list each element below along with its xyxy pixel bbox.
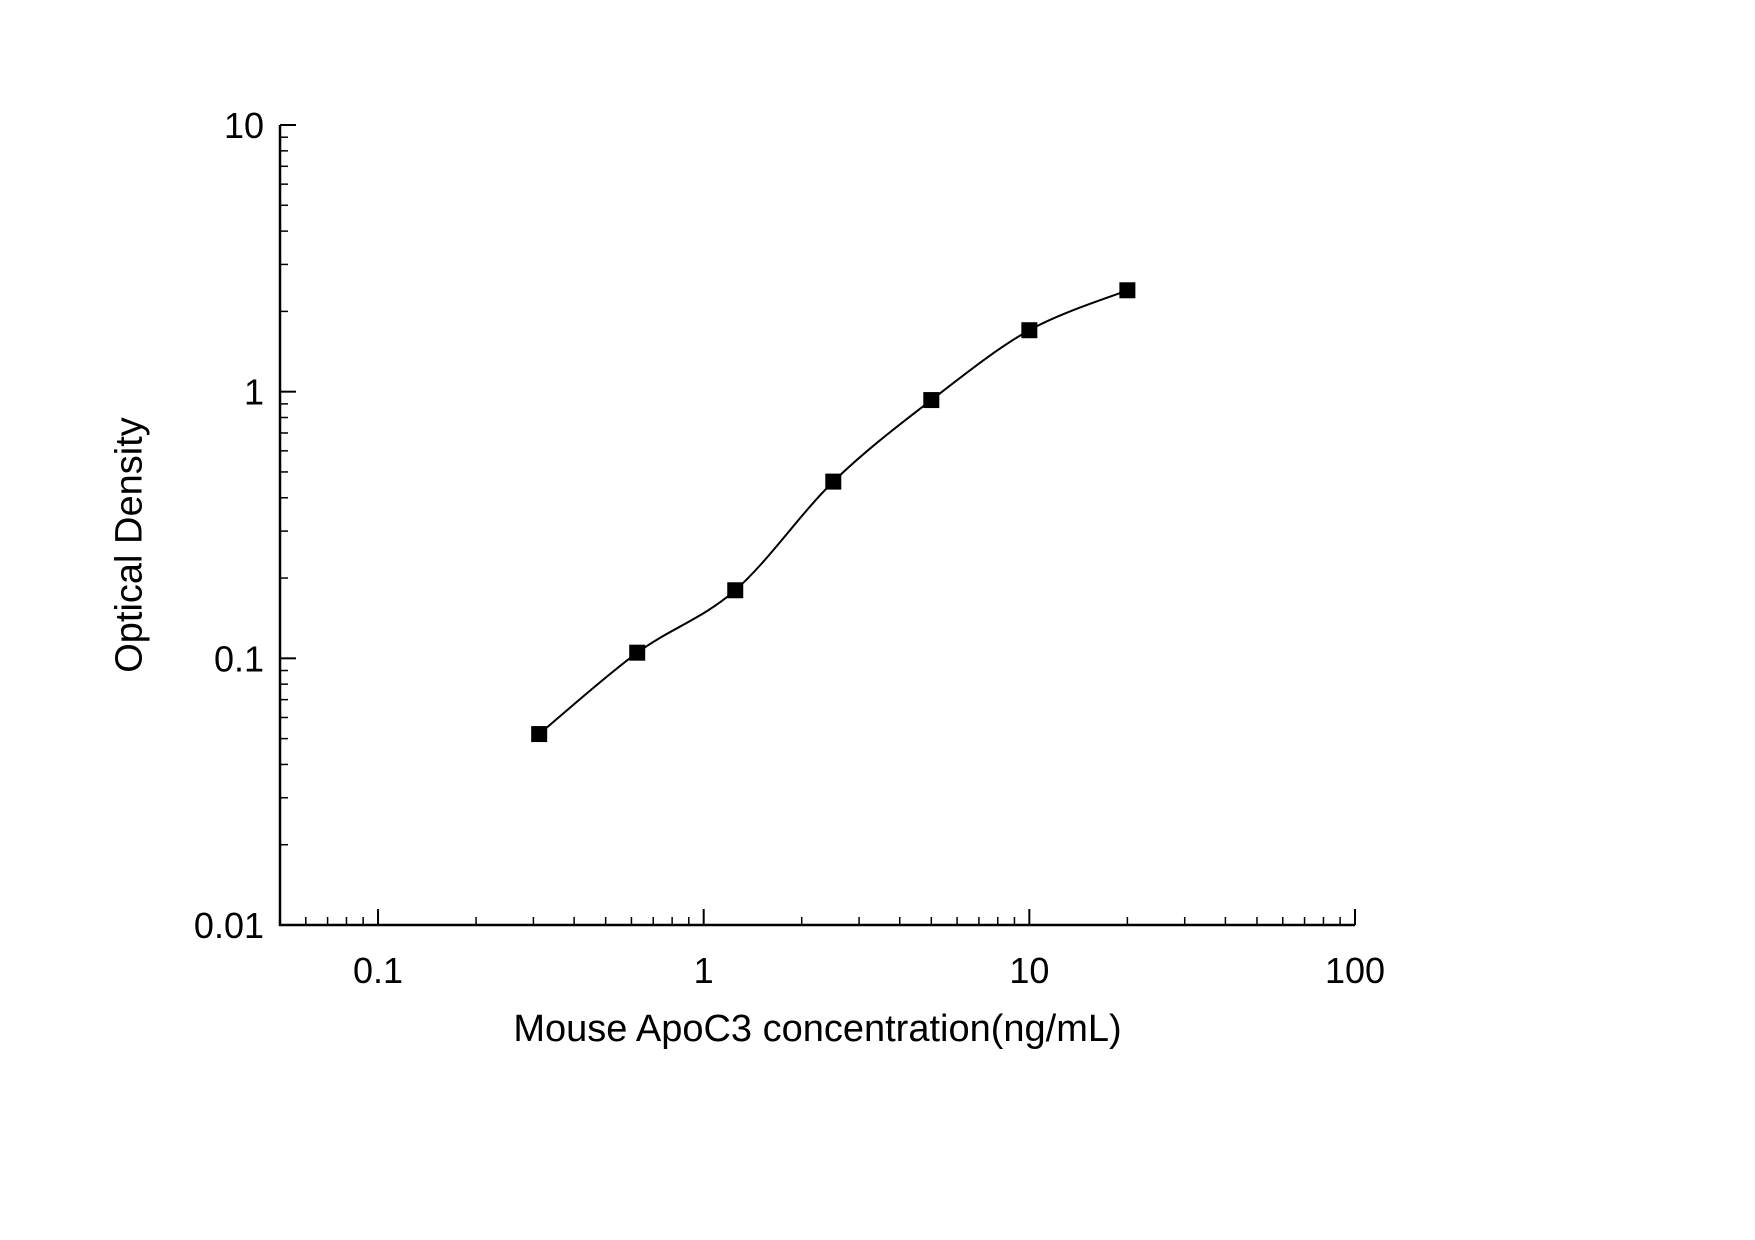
- data-point-marker: [629, 644, 646, 661]
- data-point-marker: [727, 582, 744, 599]
- standard-curve-line: [538, 289, 1128, 735]
- y-axis-title: Optical Density: [108, 417, 151, 673]
- x-tick-label: 0.1: [353, 950, 403, 991]
- y-tick-label: 0.01: [194, 905, 264, 946]
- x-tick-label: 10: [1009, 950, 1049, 991]
- data-point-marker: [923, 392, 940, 409]
- data-point-marker: [1021, 322, 1038, 339]
- x-tick-label: 100: [1325, 950, 1385, 991]
- y-tick-label: 10: [224, 105, 264, 146]
- x-axis-title: Mouse ApoC3 concentration(ng/mL): [513, 1008, 1122, 1050]
- y-tick-label: 0.1: [214, 638, 264, 679]
- data-point-marker: [825, 473, 842, 490]
- data-point-marker: [1119, 282, 1136, 299]
- x-tick-label: 1: [694, 950, 714, 991]
- data-point-marker: [531, 726, 548, 743]
- y-tick-label: 1: [244, 372, 264, 413]
